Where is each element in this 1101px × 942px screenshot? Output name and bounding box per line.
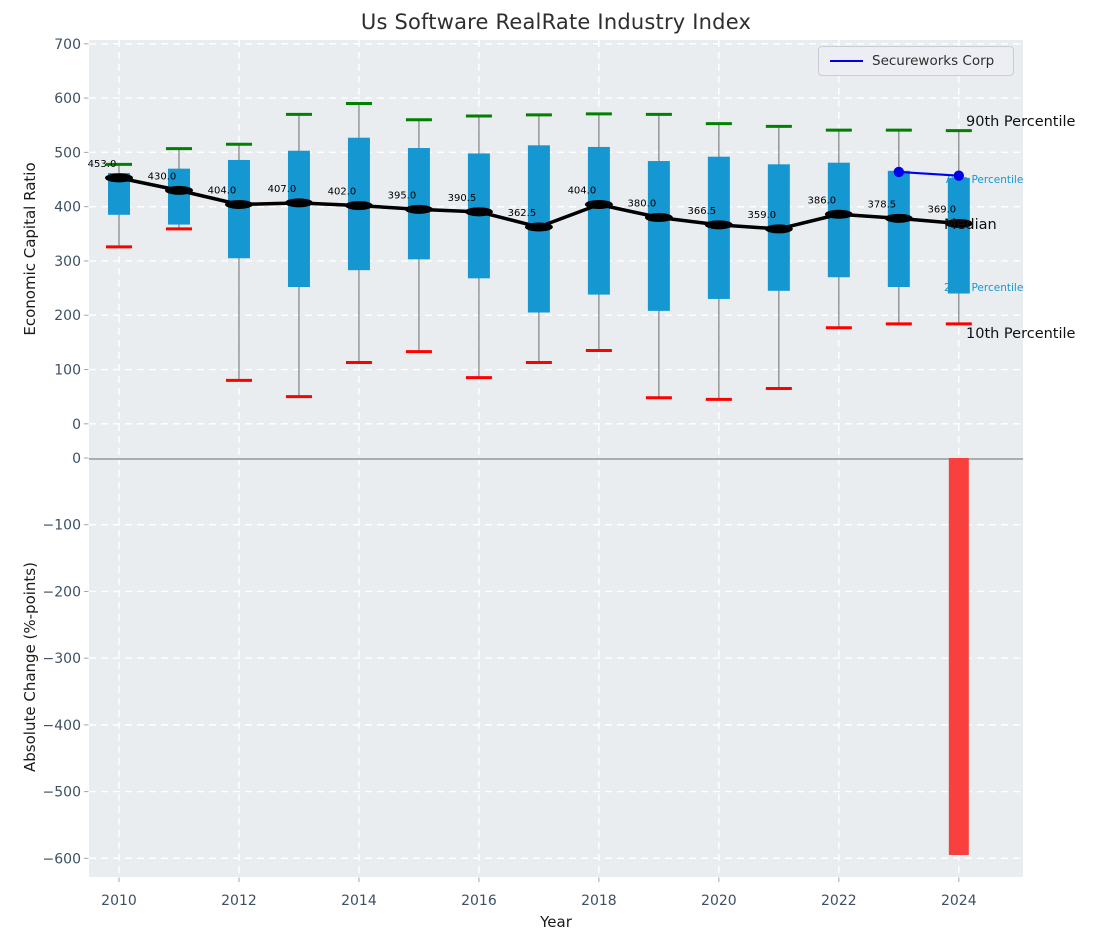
x-tick-label: 2022 (821, 893, 857, 909)
secureworks-marker (953, 170, 965, 181)
median-marker (284, 198, 313, 208)
y-tick-label: 500 (54, 145, 81, 161)
y-tick-label: −500 (43, 785, 81, 801)
median-value-label: 390.5 (448, 193, 477, 204)
iqr-box (887, 170, 910, 287)
median-value-label: 395.0 (388, 190, 417, 201)
median-value-label: 362.5 (508, 208, 537, 219)
y-tick-label: 400 (54, 200, 81, 216)
y-axis-label-bottom: Absolute Change (%-points) (21, 562, 39, 772)
median-value-label: 407.0 (268, 184, 297, 195)
x-tick-label: 2018 (581, 893, 617, 909)
iqr-box (947, 177, 970, 294)
y-tick-label: 0 (72, 451, 81, 467)
y-tick-label: 300 (54, 254, 81, 270)
median-marker (884, 213, 913, 223)
iqr-box (827, 162, 850, 278)
axis-ticks: 0 100 200 300 400 500 600 700 0 −100 −200 −300 −400 −… (43, 37, 977, 909)
x-axis-label: Year (540, 913, 572, 931)
median-marker (104, 173, 133, 183)
median-marker (224, 199, 253, 209)
median-value-label: 404.0 (568, 185, 597, 196)
legend-label: Secureworks Corp (872, 53, 995, 69)
x-tick-label: 2016 (461, 893, 497, 909)
iqr-box (107, 173, 130, 215)
y-tick-label: 200 (54, 308, 81, 324)
median-value-label: 378.5 (868, 199, 897, 210)
x-tick-label: 2014 (341, 893, 377, 909)
median-value-label: 386.0 (808, 195, 837, 206)
y-tick-label: −300 (43, 651, 81, 667)
median-marker (524, 222, 553, 232)
plot-data: 453.0 430.0 404.0 407.0 402.0 395.0 390.5 362.5… (88, 102, 1023, 855)
median-value-label: 404.0 (208, 185, 237, 196)
iqr-box (167, 168, 190, 225)
median-marker (464, 207, 493, 217)
median-value-label: 369.0 (927, 204, 956, 215)
x-tick-label: 2024 (941, 893, 977, 909)
secureworks-marker (893, 166, 905, 178)
median-value-label: 402.0 (328, 187, 357, 198)
annotation-90th-percentile: 90th Percentile (966, 114, 1076, 130)
median-marker (824, 209, 853, 219)
plot-background-bottom (89, 458, 1023, 877)
iqr-box (647, 161, 670, 311)
median-value-label: 359.0 (748, 210, 777, 221)
y-tick-label: 700 (54, 37, 81, 53)
x-tick-label: 2010 (101, 893, 137, 909)
iqr-box (287, 150, 310, 287)
median-value-label: 380.0 (628, 199, 657, 210)
median-marker (584, 199, 613, 209)
y-tick-label: 100 (54, 363, 81, 379)
secureworks-line-swatch (830, 60, 863, 62)
x-tick-label: 2012 (221, 893, 257, 909)
iqr-box (227, 159, 250, 259)
median-marker (764, 224, 793, 234)
legend: Secureworks Corp (818, 46, 1014, 76)
median-value-label: 430.0 (148, 171, 177, 182)
iqr-box (587, 146, 610, 295)
plot-backgrounds (89, 40, 1023, 877)
y-tick-label: −100 (43, 518, 81, 534)
y-tick-label: 0 (72, 417, 81, 433)
y-tick-label: −400 (43, 718, 81, 734)
y-tick-label: −200 (43, 584, 81, 600)
secureworks-line (898, 170, 959, 177)
median-marker (164, 185, 193, 195)
median-value-label: 366.5 (688, 206, 717, 217)
median-marker (404, 204, 433, 214)
y-axis-label-top: Economic Capital Ratio (21, 162, 39, 336)
chart-title: Us Software RealRate Industry Index (360, 10, 752, 34)
annotation-10th-percentile: 10th Percentile (966, 326, 1076, 342)
y-tick-label: 600 (54, 91, 81, 107)
median-marker (344, 201, 373, 211)
annotations-over: 90th Percentile Median 10th Percentile (944, 114, 1076, 342)
iqr-box (407, 148, 430, 260)
y-tick-label: −600 (43, 851, 81, 867)
change-bar (948, 458, 969, 855)
median-marker (704, 220, 733, 230)
median-marker (644, 213, 673, 223)
annotation-median: Median (944, 217, 997, 233)
x-tick-label: 2020 (701, 893, 737, 909)
median-value-label: 453.0 (88, 159, 117, 170)
median-marker (944, 218, 973, 228)
